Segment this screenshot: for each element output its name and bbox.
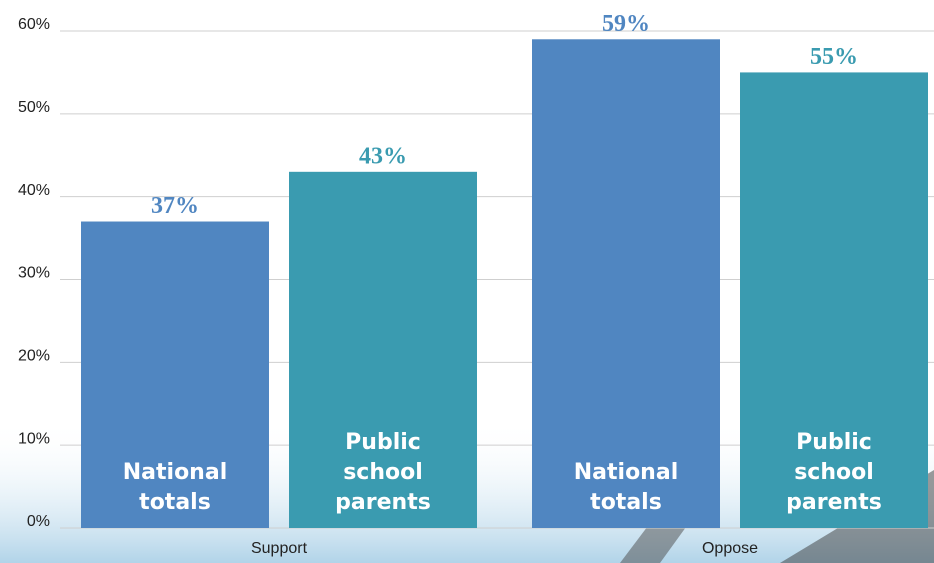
series-label: National totals [122, 459, 228, 515]
y-tick-label: 60% [18, 16, 50, 33]
y-tick-label: 0% [27, 513, 50, 530]
bar [532, 39, 720, 529]
value-label: 37% [151, 193, 199, 219]
y-tick-label: 20% [18, 348, 50, 365]
bar [289, 171, 477, 529]
legend-entry: National totals [122, 459, 228, 515]
bar [81, 221, 269, 528]
bar [740, 72, 928, 529]
x-tick-label: Support [251, 540, 308, 557]
series-label: Public school parents [335, 429, 431, 515]
series-label: Public school parents [786, 429, 882, 515]
y-tick-label: 30% [18, 265, 50, 282]
y-tick-label: 40% [18, 182, 50, 199]
value-label: 55% [810, 44, 858, 70]
x-tick-label: Oppose [702, 540, 758, 557]
series-label: National totals [573, 459, 679, 515]
value-label: 59% [602, 11, 650, 37]
legend-entry: Public school parents [786, 429, 882, 515]
y-tick-label: 50% [18, 99, 50, 116]
legend-entry: Public school parents [335, 429, 431, 515]
value-label: 43% [359, 143, 407, 169]
legend-entry: National totals [573, 459, 679, 515]
y-tick-label: 10% [18, 430, 50, 447]
